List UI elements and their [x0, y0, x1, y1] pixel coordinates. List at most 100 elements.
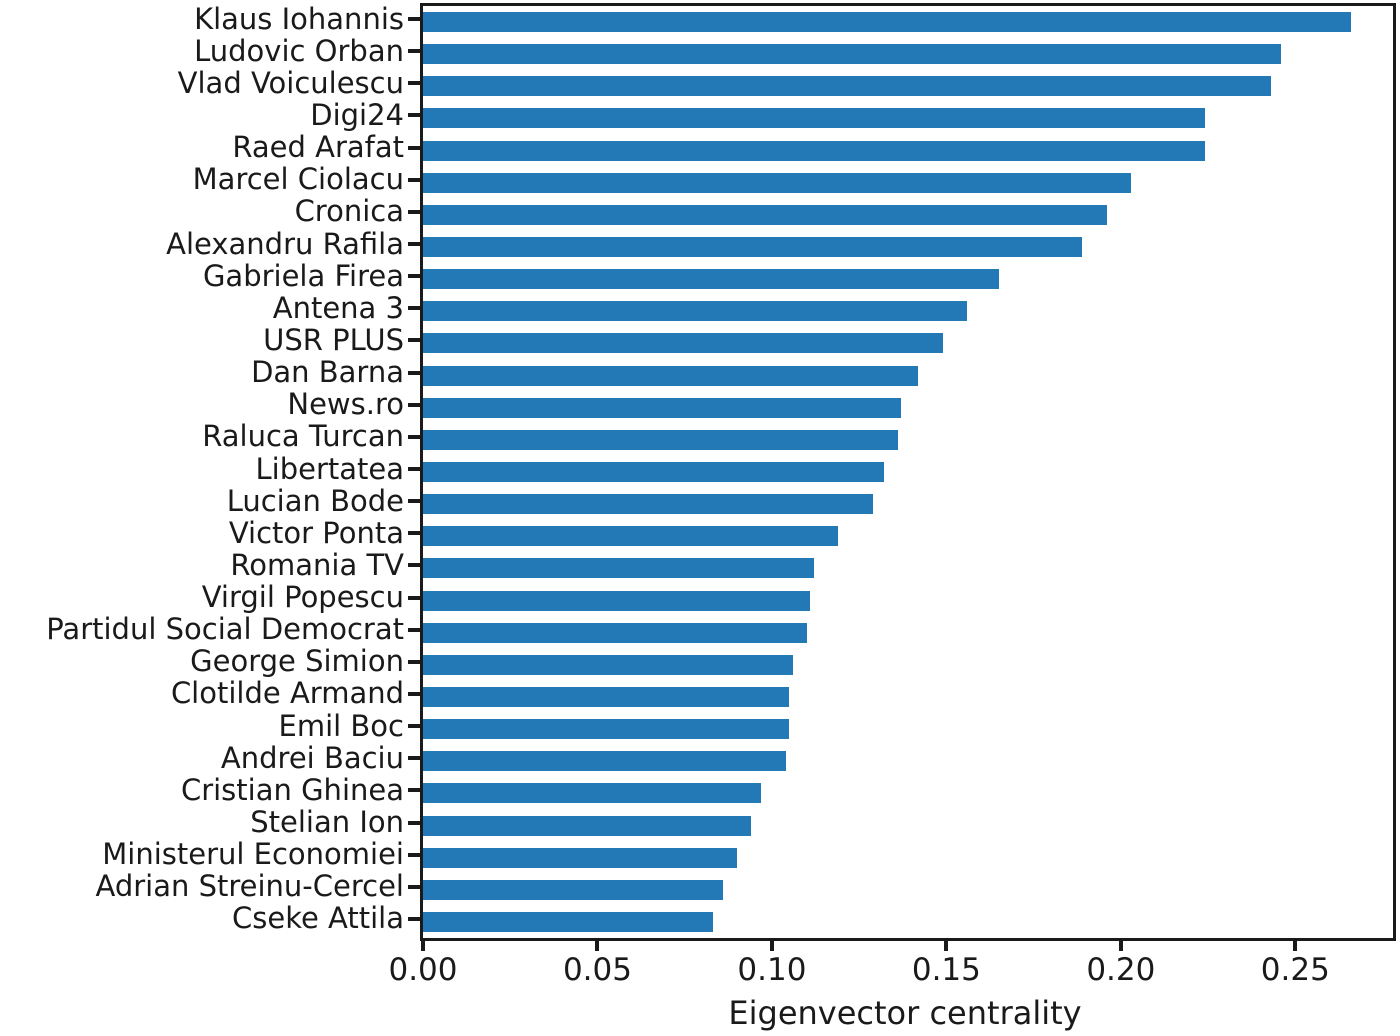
y-tick-label: Digi24 [310, 97, 404, 132]
y-tick-label: Antena 3 [272, 290, 404, 325]
y-tick-label: George Simion [190, 644, 404, 679]
x-tick-label: 0.25 [1260, 952, 1330, 988]
bar [423, 301, 968, 322]
bar [423, 911, 713, 932]
bar [423, 140, 1205, 161]
y-tick-label: Raluca Turcan [202, 419, 404, 454]
y-tick-label: Cristian Ghinea [180, 772, 404, 807]
bar [423, 429, 898, 450]
bar [423, 269, 999, 290]
bar [423, 462, 884, 482]
y-tick-label: Clotilde Armand [170, 676, 404, 711]
y-tick-mark [408, 724, 420, 729]
y-tick-label: News.ro [287, 387, 404, 422]
x-tick-mark [944, 938, 949, 951]
y-tick-mark [408, 17, 420, 22]
y-tick-mark [408, 659, 420, 664]
y-tick-mark [408, 145, 420, 150]
y-tick-mark [408, 884, 420, 889]
y-tick-mark [408, 177, 420, 182]
y-tick-label: Alexandru Rafila [166, 226, 404, 261]
bar [423, 172, 1132, 193]
bar [423, 686, 790, 707]
y-tick-label: USR PLUS [263, 322, 404, 357]
bar [423, 590, 811, 611]
bar [423, 847, 738, 868]
y-tick-mark [408, 595, 420, 600]
bar [423, 719, 790, 740]
x-tick-label: 0.05 [562, 952, 632, 988]
y-tick-label: Emil Boc [278, 708, 405, 743]
bar [423, 622, 807, 643]
bar [423, 365, 919, 386]
y-tick-mark [408, 852, 420, 857]
y-tick-mark [408, 370, 420, 375]
y-tick-label: Libertatea [255, 451, 404, 486]
y-tick-label: Klaus Iohannis [194, 1, 404, 36]
y-tick-label: Raed Arafat [232, 130, 404, 165]
y-tick-label: Vlad Voiculescu [177, 65, 404, 100]
y-tick-label: Adrian Streinu-Cercel [95, 869, 405, 904]
bar [423, 204, 1107, 225]
y-tick-mark [408, 113, 420, 118]
x-tick-label: 0.15 [911, 952, 981, 988]
y-tick-mark [408, 627, 420, 632]
y-tick-label: Ministerul Economiei [102, 837, 404, 872]
y-tick-mark [408, 756, 420, 761]
y-tick-label: Virgil Popescu [201, 580, 404, 615]
bar [423, 526, 839, 547]
y-tick-mark [408, 563, 420, 568]
bar [423, 76, 1271, 97]
y-tick-mark [408, 402, 420, 407]
x-tick-label: 0.20 [1086, 952, 1156, 988]
y-tick-mark [408, 691, 420, 696]
y-tick-label: Victor Ponta [228, 515, 404, 550]
bar [423, 783, 762, 804]
y-tick-mark [408, 338, 420, 343]
x-tick-mark [595, 938, 600, 951]
bar [423, 494, 874, 515]
y-tick-mark [408, 81, 420, 86]
y-tick-label: Cronica [294, 194, 404, 229]
x-tick-mark [769, 938, 774, 951]
bar [423, 12, 1352, 33]
bar [423, 44, 1282, 65]
bar [423, 751, 786, 772]
y-tick-mark [408, 916, 420, 921]
y-tick-label: Romania TV [230, 547, 404, 582]
x-axis-label: Eigenvector centrality [728, 994, 1082, 1032]
bar [423, 879, 724, 900]
y-tick-mark [408, 209, 420, 214]
y-tick-label: Marcel Ciolacu [192, 162, 404, 197]
y-tick-mark [408, 499, 420, 504]
y-tick-label: Dan Barna [251, 355, 404, 390]
x-tick-label: 0.10 [737, 952, 807, 988]
y-tick-mark [408, 242, 420, 247]
y-tick-mark [408, 434, 420, 439]
y-tick-label: Andrei Baciu [220, 740, 404, 775]
bar [423, 237, 1083, 258]
y-tick-label: Ludovic Orban [194, 33, 404, 68]
bar [423, 333, 943, 354]
y-tick-mark [408, 49, 420, 54]
bar [423, 558, 814, 579]
y-tick-mark [408, 820, 420, 825]
y-tick-mark [408, 467, 420, 471]
y-tick-label: Gabriela Firea [202, 258, 404, 293]
y-tick-label: Stelian Ion [250, 805, 404, 840]
bar [423, 654, 793, 675]
y-tick-label: Cseke Attila [232, 901, 404, 936]
y-tick-mark [408, 531, 420, 536]
x-tick-mark [1118, 938, 1123, 951]
x-tick-label: 0.00 [388, 952, 458, 988]
y-tick-mark [408, 788, 420, 793]
bar [423, 397, 902, 418]
bar [423, 108, 1205, 129]
y-tick-mark [408, 306, 420, 311]
x-tick-mark [1293, 938, 1298, 951]
y-tick-label: Lucian Bode [226, 483, 404, 518]
bar [423, 815, 751, 836]
y-tick-mark [408, 274, 420, 279]
plot-area [420, 3, 1396, 941]
